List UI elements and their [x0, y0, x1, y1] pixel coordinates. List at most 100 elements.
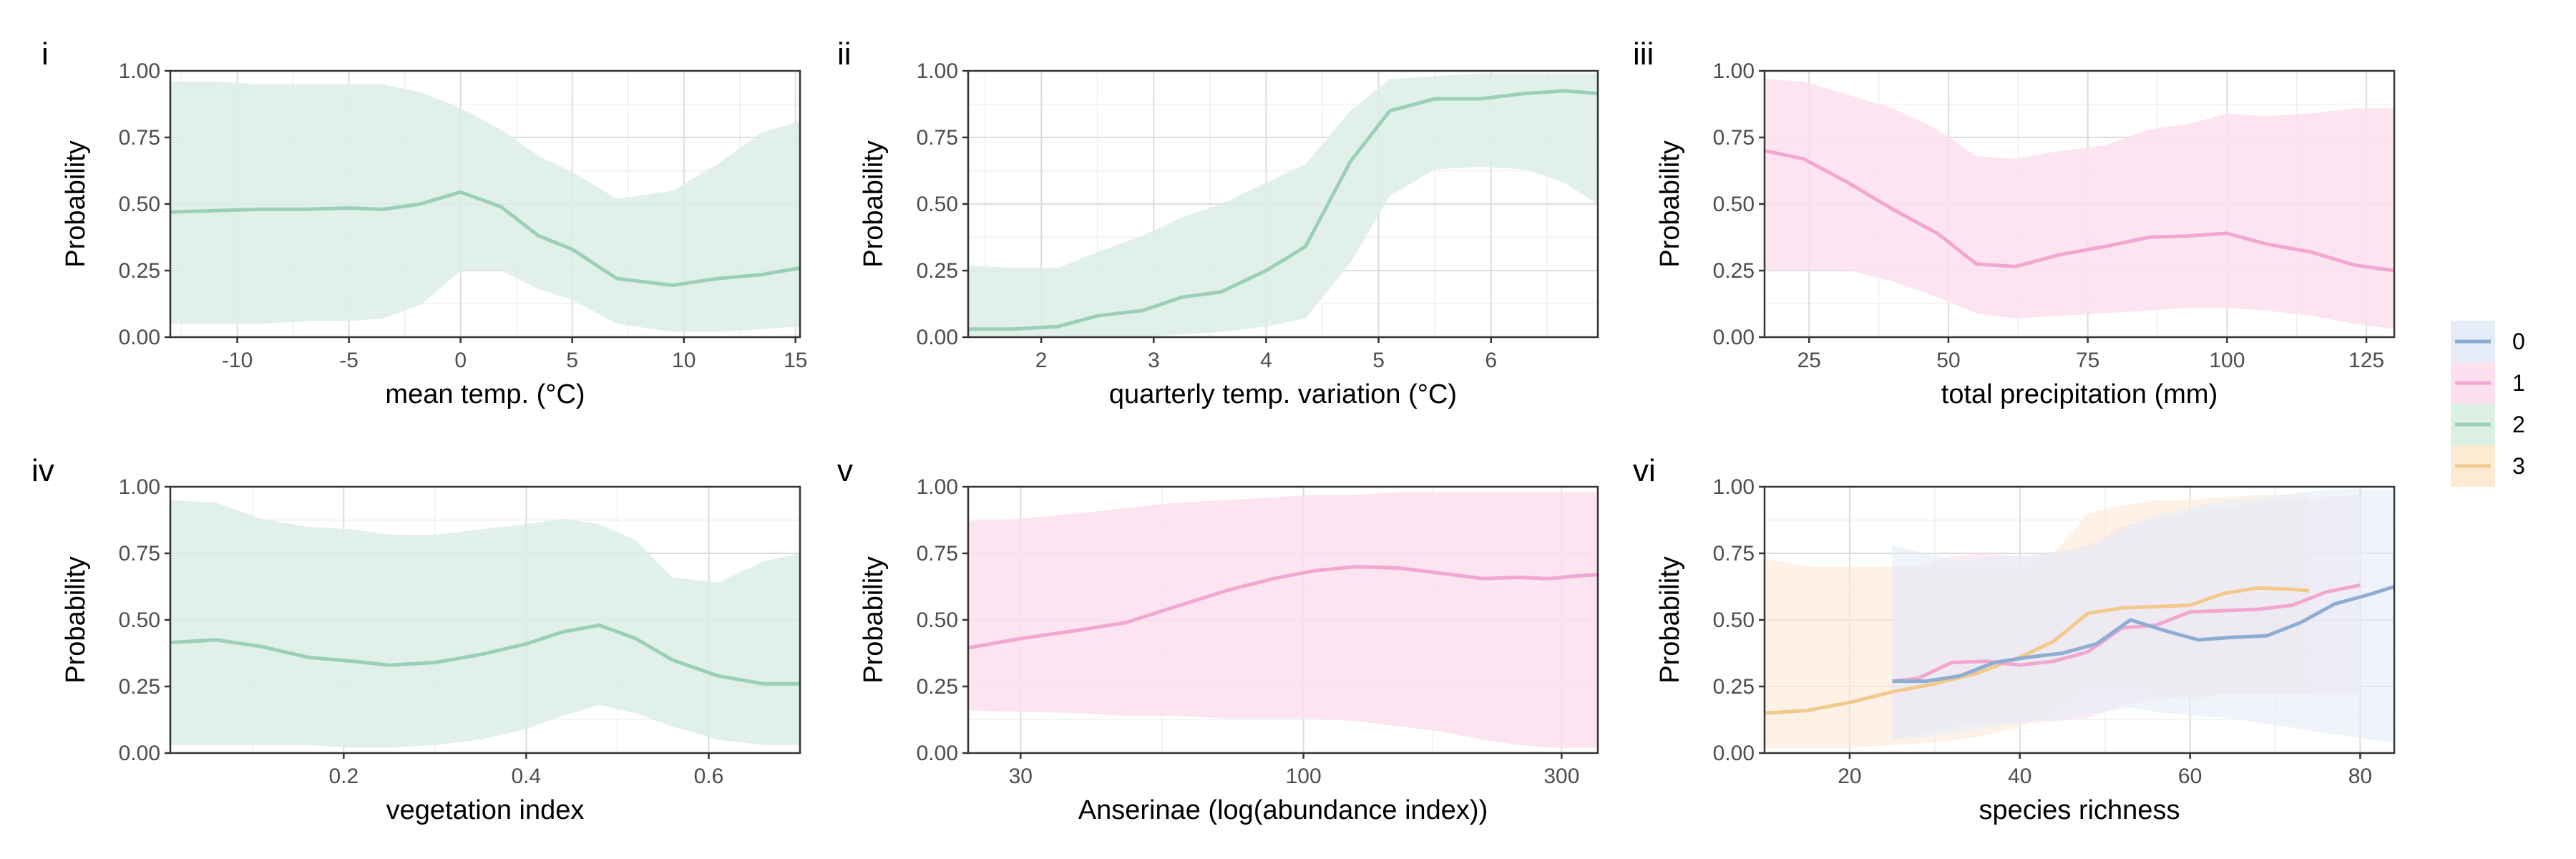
x-tick-label: 0.6	[694, 765, 724, 788]
y-tick-label: 1.00	[119, 59, 160, 83]
y-tick-label: 1.00	[1713, 59, 1755, 83]
x-tick-label: 75	[2076, 349, 2099, 372]
x-tick-label: 0.2	[328, 765, 358, 788]
y-tick-label: 1.00	[917, 59, 958, 83]
ribbon-class-2	[968, 73, 1598, 337]
y-axis-label: Probability	[859, 140, 889, 267]
x-tick-label: 6	[1485, 349, 1497, 372]
y-tick-label: 0.25	[917, 675, 958, 699]
panel-tag: iv	[31, 453, 54, 488]
x-tick-label: 25	[1797, 349, 1821, 372]
x-tick-label: 0.4	[512, 765, 542, 788]
x-tick-label: -5	[339, 349, 358, 372]
x-tick-label: 15	[784, 349, 807, 372]
ribbon-class-2	[170, 81, 800, 332]
x-tick-label: 50	[1936, 349, 1960, 372]
x-tick-label: 100	[1286, 765, 1322, 788]
data-layer	[1765, 79, 2394, 329]
panel-ii: 0.00 0.25 0.50 0.75 1.00 2 3 4 5 6 quarterly temp.…	[837, 37, 1599, 409]
y-axis-label: Probability	[1655, 556, 1685, 683]
legend-item-0: 0	[2451, 321, 2525, 362]
legend-item-1: 1	[2451, 362, 2525, 404]
y-tick-label: 0.75	[917, 542, 958, 566]
y-tick-label: 0.75	[119, 126, 160, 150]
x-tick-label: 30	[1009, 765, 1033, 788]
x-tick-label: 10	[672, 349, 696, 372]
y-tick-label: 0.25	[119, 259, 160, 283]
legend-label: 1	[2512, 370, 2525, 396]
x-tick-label: 60	[2178, 765, 2202, 788]
y-tick-label: 0.50	[917, 193, 958, 216]
x-axis-label: vegetation index	[386, 795, 585, 825]
y-axis-label: Probability	[859, 556, 889, 683]
y-tick-label: 0.50	[1713, 608, 1755, 632]
x-tick-label: 125	[2348, 349, 2384, 372]
x-axis-label: Anserinae (log(abundance index))	[1078, 795, 1488, 825]
ribbon-class-1	[968, 492, 1598, 748]
x-tick-label: 5	[1372, 349, 1385, 372]
y-tick-label: 0.00	[917, 742, 958, 765]
y-tick-label: 0.00	[1713, 742, 1755, 765]
line-class-1	[968, 565, 1598, 650]
legend-item-2: 2	[2451, 404, 2525, 445]
line-class-2	[170, 623, 800, 686]
panel-vi: 0.00 0.25 0.50 0.75 1.00 20 40 60 80 species rich…	[1633, 453, 2396, 825]
x-tick-label: 3	[1148, 349, 1160, 372]
legend: 0 1 2 3	[2451, 321, 2525, 487]
y-tick-label: 0.25	[1713, 259, 1755, 283]
x-axis-label: species richness	[1979, 795, 2180, 825]
panel-iv: 0.00 0.25 0.50 0.75 1.00 0.2 0.4 0.6 vegetation …	[31, 453, 801, 825]
y-tick-label: 0.00	[1713, 326, 1755, 349]
legend-label: 2	[2512, 412, 2525, 437]
y-tick-label: 0.25	[917, 259, 958, 283]
y-tick-label: 0.75	[1713, 126, 1755, 150]
x-tick-label: -10	[222, 349, 253, 372]
data-layer	[968, 73, 1598, 337]
x-axis-label: total precipitation (mm)	[1941, 379, 2218, 409]
line-class-2	[968, 89, 1598, 331]
data-layer	[968, 492, 1598, 748]
panel-iii: 0.00 0.25 0.50 0.75 1.00 25 50 75 100 125 total pr…	[1633, 37, 2396, 409]
y-tick-label: 0.50	[119, 193, 160, 216]
panel-tag: ii	[837, 37, 852, 72]
y-tick-label: 1.00	[917, 475, 958, 499]
y-tick-label: 0.00	[119, 742, 160, 765]
line-class-2	[170, 190, 800, 287]
ribbon-class-2	[170, 500, 800, 748]
ribbon-class-0	[1892, 489, 2394, 743]
x-tick-label: 300	[1543, 765, 1579, 788]
x-tick-label: 100	[2209, 349, 2245, 372]
line-class-3	[1765, 586, 2310, 715]
data-layer	[170, 81, 800, 332]
y-axis-label: Probability	[61, 140, 91, 267]
y-tick-label: 0.00	[917, 326, 958, 349]
y-tick-label: 0.75	[119, 542, 160, 566]
y-tick-label: 1.00	[119, 475, 160, 499]
ribbon-class-1	[1765, 79, 2394, 329]
y-tick-label: 0.00	[119, 326, 160, 349]
line-class-0	[1892, 585, 2394, 684]
x-tick-label: 40	[2008, 765, 2031, 788]
panel-v: 0.00 0.25 0.50 0.75 1.00 30 100 300 Anserinae (l…	[837, 453, 1599, 825]
panel-tag: i	[42, 37, 49, 72]
y-axis-label: Probability	[1655, 140, 1685, 267]
data-layer	[1765, 489, 2394, 748]
legend-item-3: 3	[2451, 445, 2525, 487]
x-tick-label: 5	[566, 349, 578, 372]
panel-tag: v	[837, 453, 853, 488]
y-axis-label: Probability	[61, 556, 91, 683]
legend-label: 0	[2512, 329, 2525, 354]
data-layer	[170, 500, 800, 748]
x-axis-label: mean temp. (°C)	[385, 379, 585, 409]
x-tick-label: 0	[454, 349, 467, 372]
panel-tag: iii	[1633, 37, 1654, 72]
y-tick-label: 0.75	[1713, 542, 1755, 566]
y-tick-label: 0.25	[119, 675, 160, 699]
y-tick-label: 1.00	[1713, 475, 1755, 499]
y-tick-label: 0.75	[917, 126, 958, 150]
x-tick-label: 80	[2348, 765, 2372, 788]
y-tick-label: 0.50	[119, 608, 160, 632]
panel-tag: vi	[1633, 453, 1656, 488]
y-tick-label: 0.50	[917, 608, 958, 632]
